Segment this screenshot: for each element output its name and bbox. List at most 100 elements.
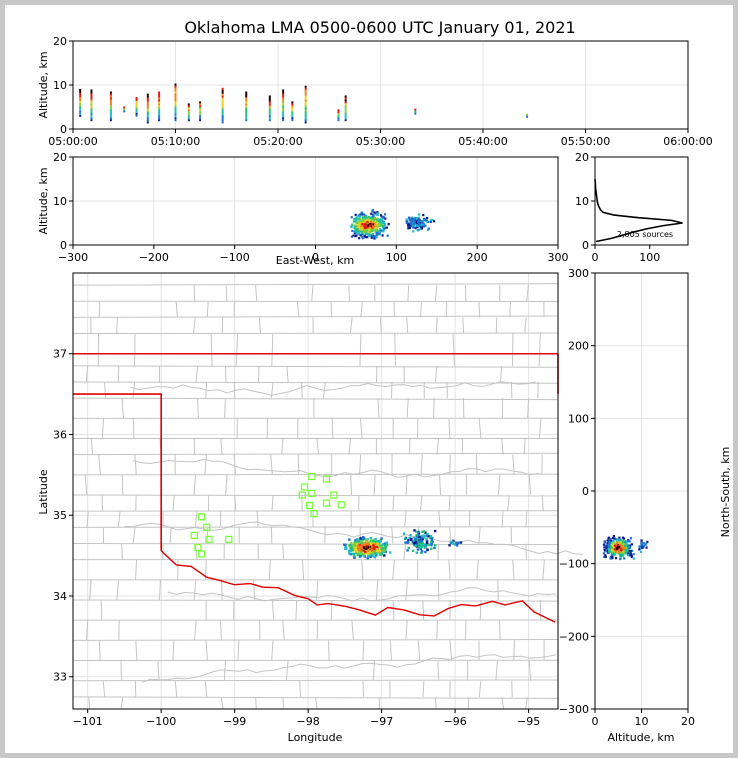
east-west-source-point <box>358 215 361 218</box>
time-source-point <box>109 107 112 110</box>
east-west-source-point <box>374 231 377 234</box>
plan-source-point <box>423 543 426 546</box>
plan-source-point <box>356 553 359 557</box>
north-south-source-point <box>628 554 631 557</box>
north-south-ylabel: North-South, km <box>719 447 732 538</box>
east-west-xlabel: East-West, km <box>276 254 354 267</box>
east-west-source-point <box>355 219 358 222</box>
plan-source-point <box>413 543 416 547</box>
north-south-source-point <box>624 548 627 552</box>
county-line <box>501 438 504 455</box>
county-line <box>538 418 542 439</box>
east-west-source-point <box>385 226 388 229</box>
county-line <box>72 381 559 384</box>
county-line <box>445 301 448 318</box>
time-tick-label: 06:00:00 <box>663 135 712 148</box>
county-line <box>225 285 228 302</box>
north-south-source-point <box>616 539 619 542</box>
county-line <box>362 640 365 661</box>
county-line <box>271 640 274 661</box>
county-line <box>174 680 178 697</box>
time-source-point <box>135 114 138 117</box>
time-source-point <box>344 119 347 122</box>
east-west-source-point <box>375 222 378 225</box>
east-west-source-point <box>361 213 364 216</box>
north-south-source-point <box>611 536 615 540</box>
time-source-point <box>90 107 93 110</box>
time-tick-label: 05:10:00 <box>151 135 200 148</box>
plan-source-point <box>352 554 356 557</box>
east-west-source-point <box>370 212 373 215</box>
north-south-source-point <box>617 540 620 543</box>
county-line <box>101 418 105 439</box>
time-source-point <box>221 99 224 102</box>
time-source-point <box>304 97 307 100</box>
plan-view-grid <box>73 273 558 709</box>
east-west-source-point <box>426 220 429 223</box>
time-source-point <box>187 107 190 110</box>
north-south-source-point <box>610 540 613 543</box>
county-line <box>195 511 198 528</box>
lma-station-marker <box>225 535 233 544</box>
county-line <box>525 511 528 528</box>
time-source-point <box>146 111 149 114</box>
time-source-point <box>221 115 224 118</box>
panhandle-border-line <box>73 393 162 551</box>
county-line <box>116 317 118 334</box>
plan-source-point <box>372 544 375 547</box>
plan-source-point <box>459 541 463 544</box>
plan-source-point <box>367 541 371 545</box>
time-source-point <box>158 113 161 116</box>
north-south-source-point <box>625 541 628 544</box>
east-west-tick-label: 300 <box>548 251 569 264</box>
time-source-point <box>187 117 190 120</box>
time-source-point <box>304 113 307 116</box>
county-line <box>525 543 527 560</box>
time-source-point <box>199 101 202 104</box>
east-west-source-point <box>350 216 353 219</box>
plan-source-point <box>373 555 377 559</box>
plan-source-point <box>376 549 379 553</box>
plan-source-point <box>433 546 436 550</box>
altitude-tick-label: 0 <box>60 239 67 252</box>
altitude-histogram-curve <box>594 178 683 243</box>
plan-source-point <box>348 552 351 555</box>
north-south-source-point <box>621 542 624 546</box>
east-west-source-point <box>352 220 355 223</box>
east-west-source-point <box>359 224 363 228</box>
plan-source-point <box>420 551 423 555</box>
east-west-source-point <box>372 225 375 228</box>
time-source-point <box>221 107 224 110</box>
lma-station-marker <box>310 509 318 518</box>
plan-source-point <box>371 552 375 555</box>
county-line <box>437 660 440 681</box>
time-source-point <box>282 95 285 98</box>
histogram-tick-label: 0 <box>592 251 599 264</box>
time-source-point <box>304 107 307 110</box>
time-source-point <box>221 101 224 104</box>
county-line <box>258 317 262 334</box>
plan-source-point <box>383 549 386 552</box>
county-line <box>439 474 442 496</box>
east-west-source-point <box>351 223 354 226</box>
county-line <box>102 680 106 697</box>
east-west-source-point <box>353 226 356 229</box>
time-source-point <box>337 109 340 112</box>
east-west-source-point <box>407 227 410 230</box>
east-west-source-point <box>413 219 416 222</box>
altitude-histogram-line <box>594 178 683 243</box>
county-line <box>117 365 120 383</box>
time-source-point <box>245 103 248 106</box>
plan-view-sources <box>343 529 463 560</box>
plan-source-point <box>369 541 372 544</box>
north-south-grid <box>594 272 689 710</box>
north-south-source-point <box>609 544 612 547</box>
east-west-source-point <box>383 224 386 227</box>
plan-source-point <box>413 539 417 542</box>
time-source-point <box>79 100 82 103</box>
time-source-point <box>304 115 307 118</box>
east-west-source-point <box>375 234 378 237</box>
time-source-point <box>146 121 149 124</box>
north-south-source-point <box>644 543 647 546</box>
north-south-source-point <box>630 549 634 552</box>
